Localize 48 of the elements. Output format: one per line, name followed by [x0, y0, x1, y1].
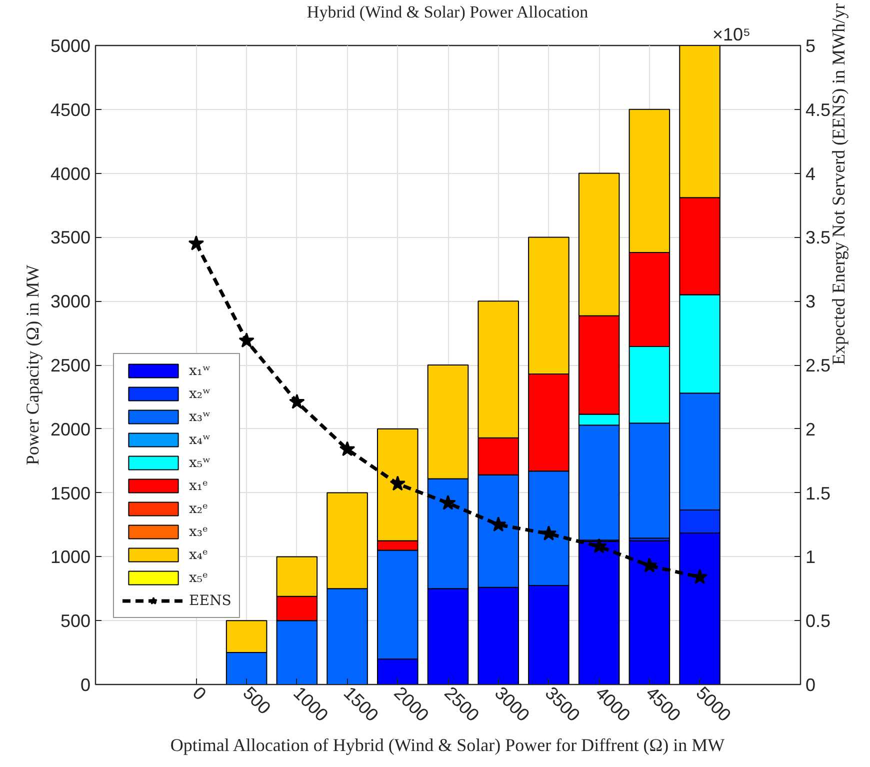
y-tick-label: 1500 [50, 483, 91, 504]
y-tick-label: 3500 [50, 228, 91, 248]
legend-label: x₁ʷ [189, 362, 211, 379]
y2-tick-label: 3.5 [806, 228, 831, 248]
y-tick-label: 4000 [50, 164, 91, 184]
y2-tick-label: 1 [806, 547, 816, 568]
text: ×10⁵ [712, 24, 751, 44]
y-tick-label: 500 [60, 611, 91, 632]
legend-label: x₅ᵉ [189, 569, 209, 586]
y-tick-label: 2000 [50, 419, 91, 440]
point [188, 235, 204, 250]
y2-tick-label: 2.5 [806, 356, 831, 376]
point [339, 441, 356, 456]
y2-axis-title: Expected Energy Not Serverd (EENS) in MWh/yr [828, 3, 849, 365]
y-tick-label: 3000 [50, 292, 91, 312]
chart-title: Hybrid (Wind & Solar) Power Allocation [306, 2, 589, 22]
point [591, 538, 607, 554]
x-tick-label: 0 [188, 682, 210, 704]
point [390, 476, 406, 491]
y-tick-label: 2500 [50, 356, 91, 376]
y2-tick-label: 4.5 [806, 100, 831, 120]
point [289, 394, 305, 409]
point [540, 525, 557, 541]
x-tick-label: 500 [239, 682, 275, 718]
legend-label: x₅ʷ [189, 454, 211, 471]
y2-tick-label: 2 [806, 419, 816, 440]
point [440, 494, 456, 510]
legend-label: x₄ʷ [189, 431, 211, 448]
legend-label: x₂ᵉ [189, 500, 209, 517]
legend-label: EENS [189, 592, 232, 609]
y-axis-title: Power Capacity (Ω) in MW [22, 264, 42, 466]
y-tick-label: 1000 [50, 547, 91, 568]
point [642, 557, 658, 572]
legend-label: x₃ᵉ [189, 523, 209, 540]
y-tick-label: 5000 [50, 36, 91, 56]
y-tick-label: 4500 [50, 100, 91, 120]
legend-label: x₃ʷ [189, 408, 211, 425]
legend-label: x₄ᵉ [189, 546, 209, 563]
y2-tick-label: 4 [806, 164, 816, 184]
point [238, 332, 254, 348]
legend-label: x₁ᵉ [189, 477, 209, 494]
x-axis-title: Optimal Allocation of Hybrid (Wind & Solar) Power for Diffrent (Ω) in MW [170, 735, 725, 756]
y2-tick-label: 1.5 [806, 483, 831, 504]
y2-tick-label: 0.5 [806, 611, 831, 632]
legend-label: x₂ʷ [189, 385, 211, 402]
y2-tick-label: 3 [806, 292, 816, 312]
y2-tick-label: 5 [806, 36, 816, 56]
point [490, 516, 506, 532]
